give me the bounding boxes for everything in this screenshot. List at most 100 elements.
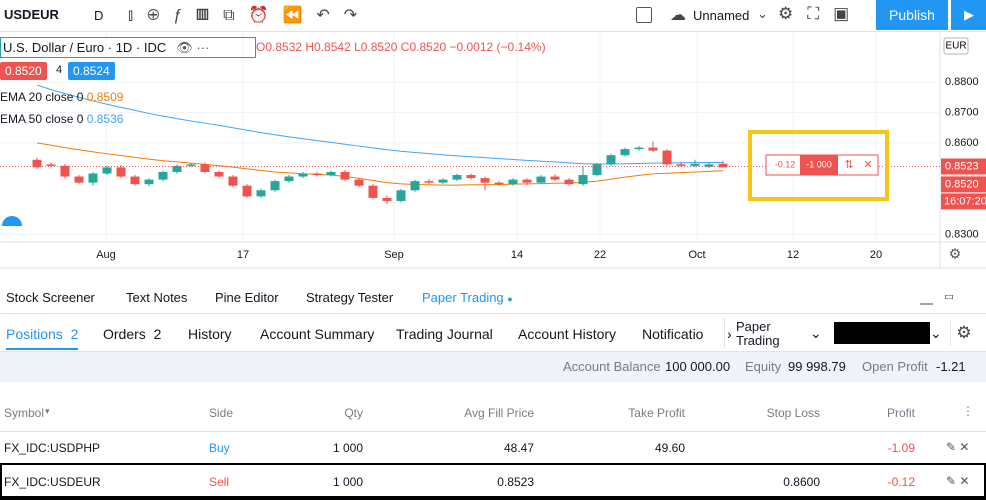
x-tick-label: Oct <box>688 249 705 261</box>
checkbox[interactable] <box>636 7 652 23</box>
highlight-box <box>748 130 889 201</box>
countdown: 16:07:20 <box>944 195 986 207</box>
sell-button[interactable]: 0.8520 <box>0 62 47 80</box>
cell: -1.09 <box>887 441 915 455</box>
tab[interactable]: Text Notes <box>126 290 188 305</box>
column-header[interactable]: Avg Fill Price <box>464 406 534 420</box>
candle-body <box>452 175 462 180</box>
column-header[interactable]: Qty <box>344 406 363 420</box>
candle-body <box>74 176 84 183</box>
cell: FX_IDC:USDPHP <box>4 441 101 455</box>
tab[interactable]: Strategy Tester <box>306 290 394 305</box>
row-actions[interactable]: ✎ ✕ <box>946 474 970 488</box>
publish-button[interactable]: Publish <box>876 0 948 30</box>
reverse-icon[interactable]: ⇅ <box>844 159 853 171</box>
candle-body <box>186 164 196 166</box>
candle-body <box>494 182 504 185</box>
cloud-icon: ☁ <box>670 7 686 24</box>
header-menu[interactable]: ⋮ <box>962 404 974 418</box>
account-bar: Account Balance 100 000.00 Equity 99 998… <box>0 352 986 382</box>
status-dot: ● <box>507 294 513 304</box>
tab[interactable]: Pine Editor <box>215 290 279 305</box>
balance-label: Account Balance <box>563 359 661 374</box>
cell: 49.60 <box>654 441 685 455</box>
ema50-legend: EMA 50 close 0 0.8536 <box>0 112 123 126</box>
row-actions[interactable]: ✎ ✕ <box>946 440 970 454</box>
candle-body <box>116 167 126 177</box>
subtab[interactable]: Orders 2 <box>103 318 161 348</box>
position-profit: -0.12 <box>775 159 796 169</box>
x-tick-label: 14 <box>511 249 523 261</box>
candle-body <box>312 173 322 176</box>
subtab[interactable]: Account History <box>518 326 617 342</box>
ema-name: EMA 50 close 0 <box>0 112 84 126</box>
subtab-label: Orders <box>103 326 146 342</box>
candle-body <box>564 179 574 185</box>
symbol-title: U.S. Dollar / Euro · 1D · IDC <box>3 40 167 55</box>
column-header[interactable]: Stop Loss <box>766 406 820 420</box>
column-header[interactable]: Profit <box>886 406 915 420</box>
symbol[interactable]: USDEUR <box>4 7 59 22</box>
candle-body <box>438 179 448 183</box>
candle-body <box>424 181 434 183</box>
settings-button[interactable]: ⚙ <box>950 320 977 346</box>
cell: -0.12 <box>887 475 915 489</box>
x-tick-label: 17 <box>237 249 249 261</box>
column-header[interactable]: Side <box>209 406 234 420</box>
toolbar-right-icons[interactable]: ⚙⛶▣ <box>778 4 864 23</box>
toolbar-icons[interactable]: ⫾⊕ƒ▥⧉⏰⏪↶↷ <box>128 7 372 24</box>
candle-body <box>256 190 266 197</box>
x-tick-label: 20 <box>870 249 882 261</box>
settings-icon[interactable]: ⚙ <box>949 246 962 262</box>
x-tick-label: Sep <box>384 249 404 261</box>
panel-controls[interactable]: ⎽ ▭ <box>920 290 955 305</box>
candle-body <box>144 179 154 185</box>
interval[interactable]: D <box>94 8 104 23</box>
candle-body <box>88 173 98 183</box>
positions-table: Symbol Side Qty Avg Fill Price Take Profit St… <box>0 397 986 500</box>
tab[interactable]: Stock Screener <box>6 290 95 305</box>
cell: 0.8600 <box>783 475 820 489</box>
subtab-active[interactable]: Positions 2 <box>6 318 79 350</box>
candle-body <box>606 155 616 165</box>
play-button[interactable]: ▶ <box>950 0 986 30</box>
candle-body <box>284 176 294 182</box>
countdown-bg <box>941 193 986 210</box>
logo <box>2 216 22 226</box>
column-header[interactable]: Symbol <box>4 406 45 420</box>
ema-line <box>36 142 724 186</box>
close-icon[interactable]: ✕ <box>863 159 872 171</box>
legend-icons[interactable]: 👁 ··· <box>176 40 210 55</box>
candle-body <box>480 178 490 183</box>
tab-active[interactable]: Paper Trading ● <box>422 283 513 313</box>
subtab[interactable]: Trading Journal <box>396 326 493 342</box>
ema20-legend: EMA 20 close 0 0.8509 <box>0 90 123 104</box>
dropdown-arrow[interactable]: ⌄ <box>757 6 768 21</box>
candle-body <box>228 176 238 186</box>
candle-body <box>32 159 42 168</box>
subtab[interactable]: Account Summary <box>260 326 375 342</box>
buy-button[interactable]: 0.8524 <box>68 62 115 80</box>
subtab-label: Positions <box>6 326 63 342</box>
currency-box[interactable] <box>943 37 969 55</box>
scroll-arrow[interactable]: › <box>724 318 732 348</box>
layout-name[interactable]: Unnamed <box>693 8 750 23</box>
candle-body <box>620 149 630 156</box>
cell: 0.8523 <box>497 475 534 489</box>
subtab[interactable]: Notificatio <box>642 326 704 342</box>
broker-arrow[interactable]: ⌄ <box>810 325 822 341</box>
x-tick-label: Aug <box>96 249 116 261</box>
account-arrow[interactable]: ⌄ <box>930 325 942 341</box>
subtab[interactable]: History <box>188 326 232 342</box>
candle-body <box>396 190 406 201</box>
candle-body <box>242 185 252 197</box>
y-tick-label: 0.8300 <box>945 228 979 240</box>
subtabs: Positions 2 Orders 2 History Account Sum… <box>0 318 986 352</box>
price-badge-label: 0.8520 <box>945 178 979 190</box>
price-badge <box>941 158 986 175</box>
header-sort[interactable]: ▾ <box>45 406 50 416</box>
broker[interactable]: Paper Trading <box>736 319 780 348</box>
spread: 4 <box>56 64 63 76</box>
column-header[interactable]: Take Profit <box>628 406 685 420</box>
candle-body <box>522 179 532 183</box>
